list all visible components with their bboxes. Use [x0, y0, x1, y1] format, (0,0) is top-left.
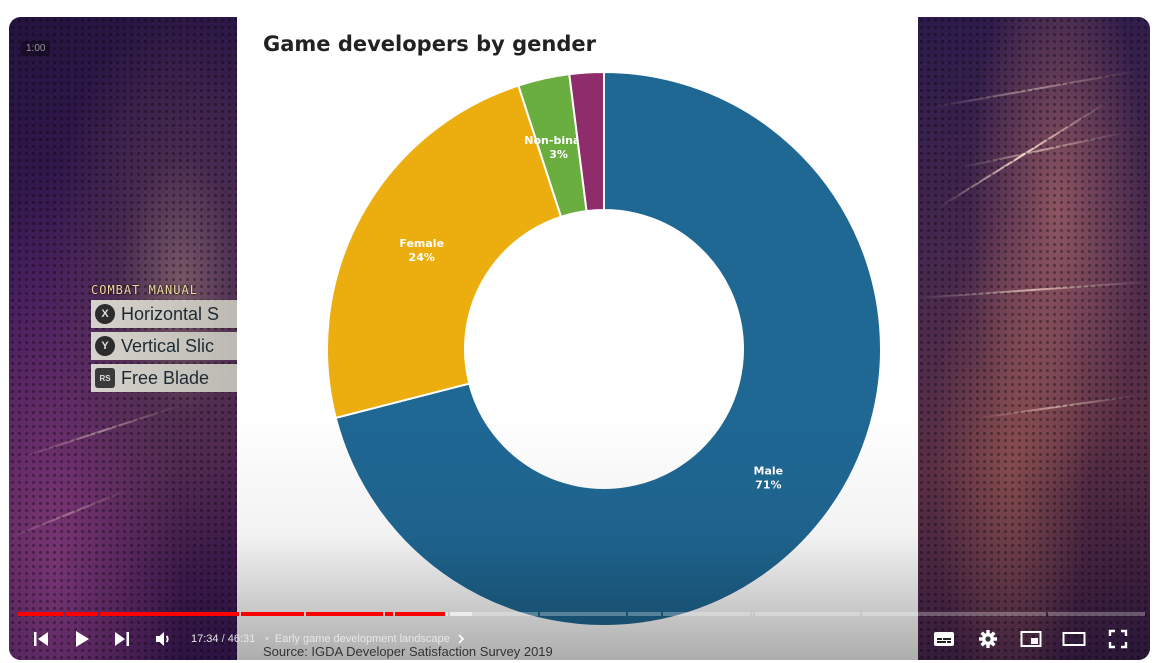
- time-separator: /: [218, 633, 228, 645]
- play-icon: [76, 631, 89, 647]
- chapter-bullet: •: [265, 633, 269, 645]
- played-segment: [241, 612, 304, 616]
- combat-manual-overlay: COMBAT MANUAL X Horizontal S Y Vertical …: [91, 283, 238, 396]
- donut-slice-other: [568, 70, 605, 213]
- buffered-segment: [450, 612, 472, 616]
- gear-icon: [979, 630, 997, 648]
- donut-slice-female: [326, 84, 563, 420]
- chapter-segment[interactable]: [450, 612, 538, 616]
- chapter-segment[interactable]: [755, 612, 860, 616]
- slice-label: Female 24%: [399, 237, 444, 264]
- combat-manual-title: COMBAT MANUAL: [91, 283, 198, 297]
- chevron-right-icon: [458, 634, 464, 644]
- right-stick-icon: RS: [95, 368, 115, 388]
- donut-slice-male: [334, 70, 882, 627]
- combat-label: Vertical Slic: [121, 335, 215, 356]
- miniplayer-button[interactable]: [1018, 626, 1044, 652]
- fullscreen-button[interactable]: [1105, 626, 1131, 652]
- chapter-segment[interactable]: [628, 612, 661, 616]
- x-button-icon: X: [95, 304, 115, 324]
- previous-button[interactable]: [28, 626, 54, 652]
- chapter-segment[interactable]: [862, 612, 1046, 616]
- donut-chart: Male 71% Female 24% Non-binary 3%: [326, 70, 882, 627]
- video-player[interactable]: 1:00 COMBAT MANUAL X Horizontal S Y Vert…: [9, 17, 1150, 660]
- slice-label: Non-binary 3%: [524, 134, 593, 161]
- played-segment: [100, 612, 239, 616]
- settings-button[interactable]: [975, 626, 1001, 652]
- combat-row: X Horizontal S: [91, 300, 238, 328]
- chapter-title: Early game development landscape: [274, 633, 450, 645]
- played-segment: [66, 612, 98, 616]
- chart-title: Game developers by gender: [263, 32, 597, 56]
- theater-mode-icon: [1062, 632, 1086, 646]
- combat-row: Y Vertical Slic: [91, 332, 238, 360]
- fullscreen-icon: [1108, 629, 1128, 649]
- theater-mode-button[interactable]: [1061, 626, 1087, 652]
- y-button-icon: Y: [95, 336, 115, 356]
- chapter-segment[interactable]: [540, 612, 626, 616]
- play-button[interactable]: [69, 626, 95, 652]
- chapter-segment[interactable]: [663, 612, 750, 616]
- played-segment: [306, 612, 383, 616]
- total-time: 46:31: [227, 633, 256, 645]
- controls-bar: 17:34 / 46:31 • Early game development l…: [9, 621, 1150, 657]
- slice-label: Male 71%: [754, 464, 784, 491]
- skip-previous-icon: [34, 632, 48, 646]
- subtitles-button[interactable]: [931, 626, 957, 652]
- timer-chip: 1:00: [21, 41, 51, 56]
- combat-label: Horizontal S: [121, 303, 220, 324]
- combat-row: RS Free Blade: [91, 364, 238, 392]
- video-background-right: [917, 17, 1150, 660]
- volume-button[interactable]: [150, 626, 176, 652]
- skip-next-icon: [115, 632, 129, 646]
- next-button[interactable]: [109, 626, 135, 652]
- played-segment: [385, 612, 393, 616]
- played-segment: [395, 612, 445, 616]
- miniplayer-icon: [1020, 631, 1042, 647]
- subtitles-icon: [934, 632, 954, 646]
- combat-label: Free Blade: [121, 367, 210, 388]
- time-display: 17:34 / 46:31: [191, 633, 255, 645]
- chart-source: Source: IGDA Developer Satisfaction Surv…: [263, 644, 553, 659]
- slide: Game developers by gender Male 71% Female 2…: [237, 17, 918, 660]
- chapter-button[interactable]: • Early game development landscape: [265, 633, 467, 645]
- volume-icon: [156, 632, 169, 646]
- progress-bar[interactable]: [18, 612, 1147, 616]
- played-segment: [18, 612, 64, 616]
- chapter-segment[interactable]: [752, 612, 753, 616]
- chapter-segment[interactable]: [1048, 612, 1145, 616]
- current-time: 17:34: [191, 633, 219, 645]
